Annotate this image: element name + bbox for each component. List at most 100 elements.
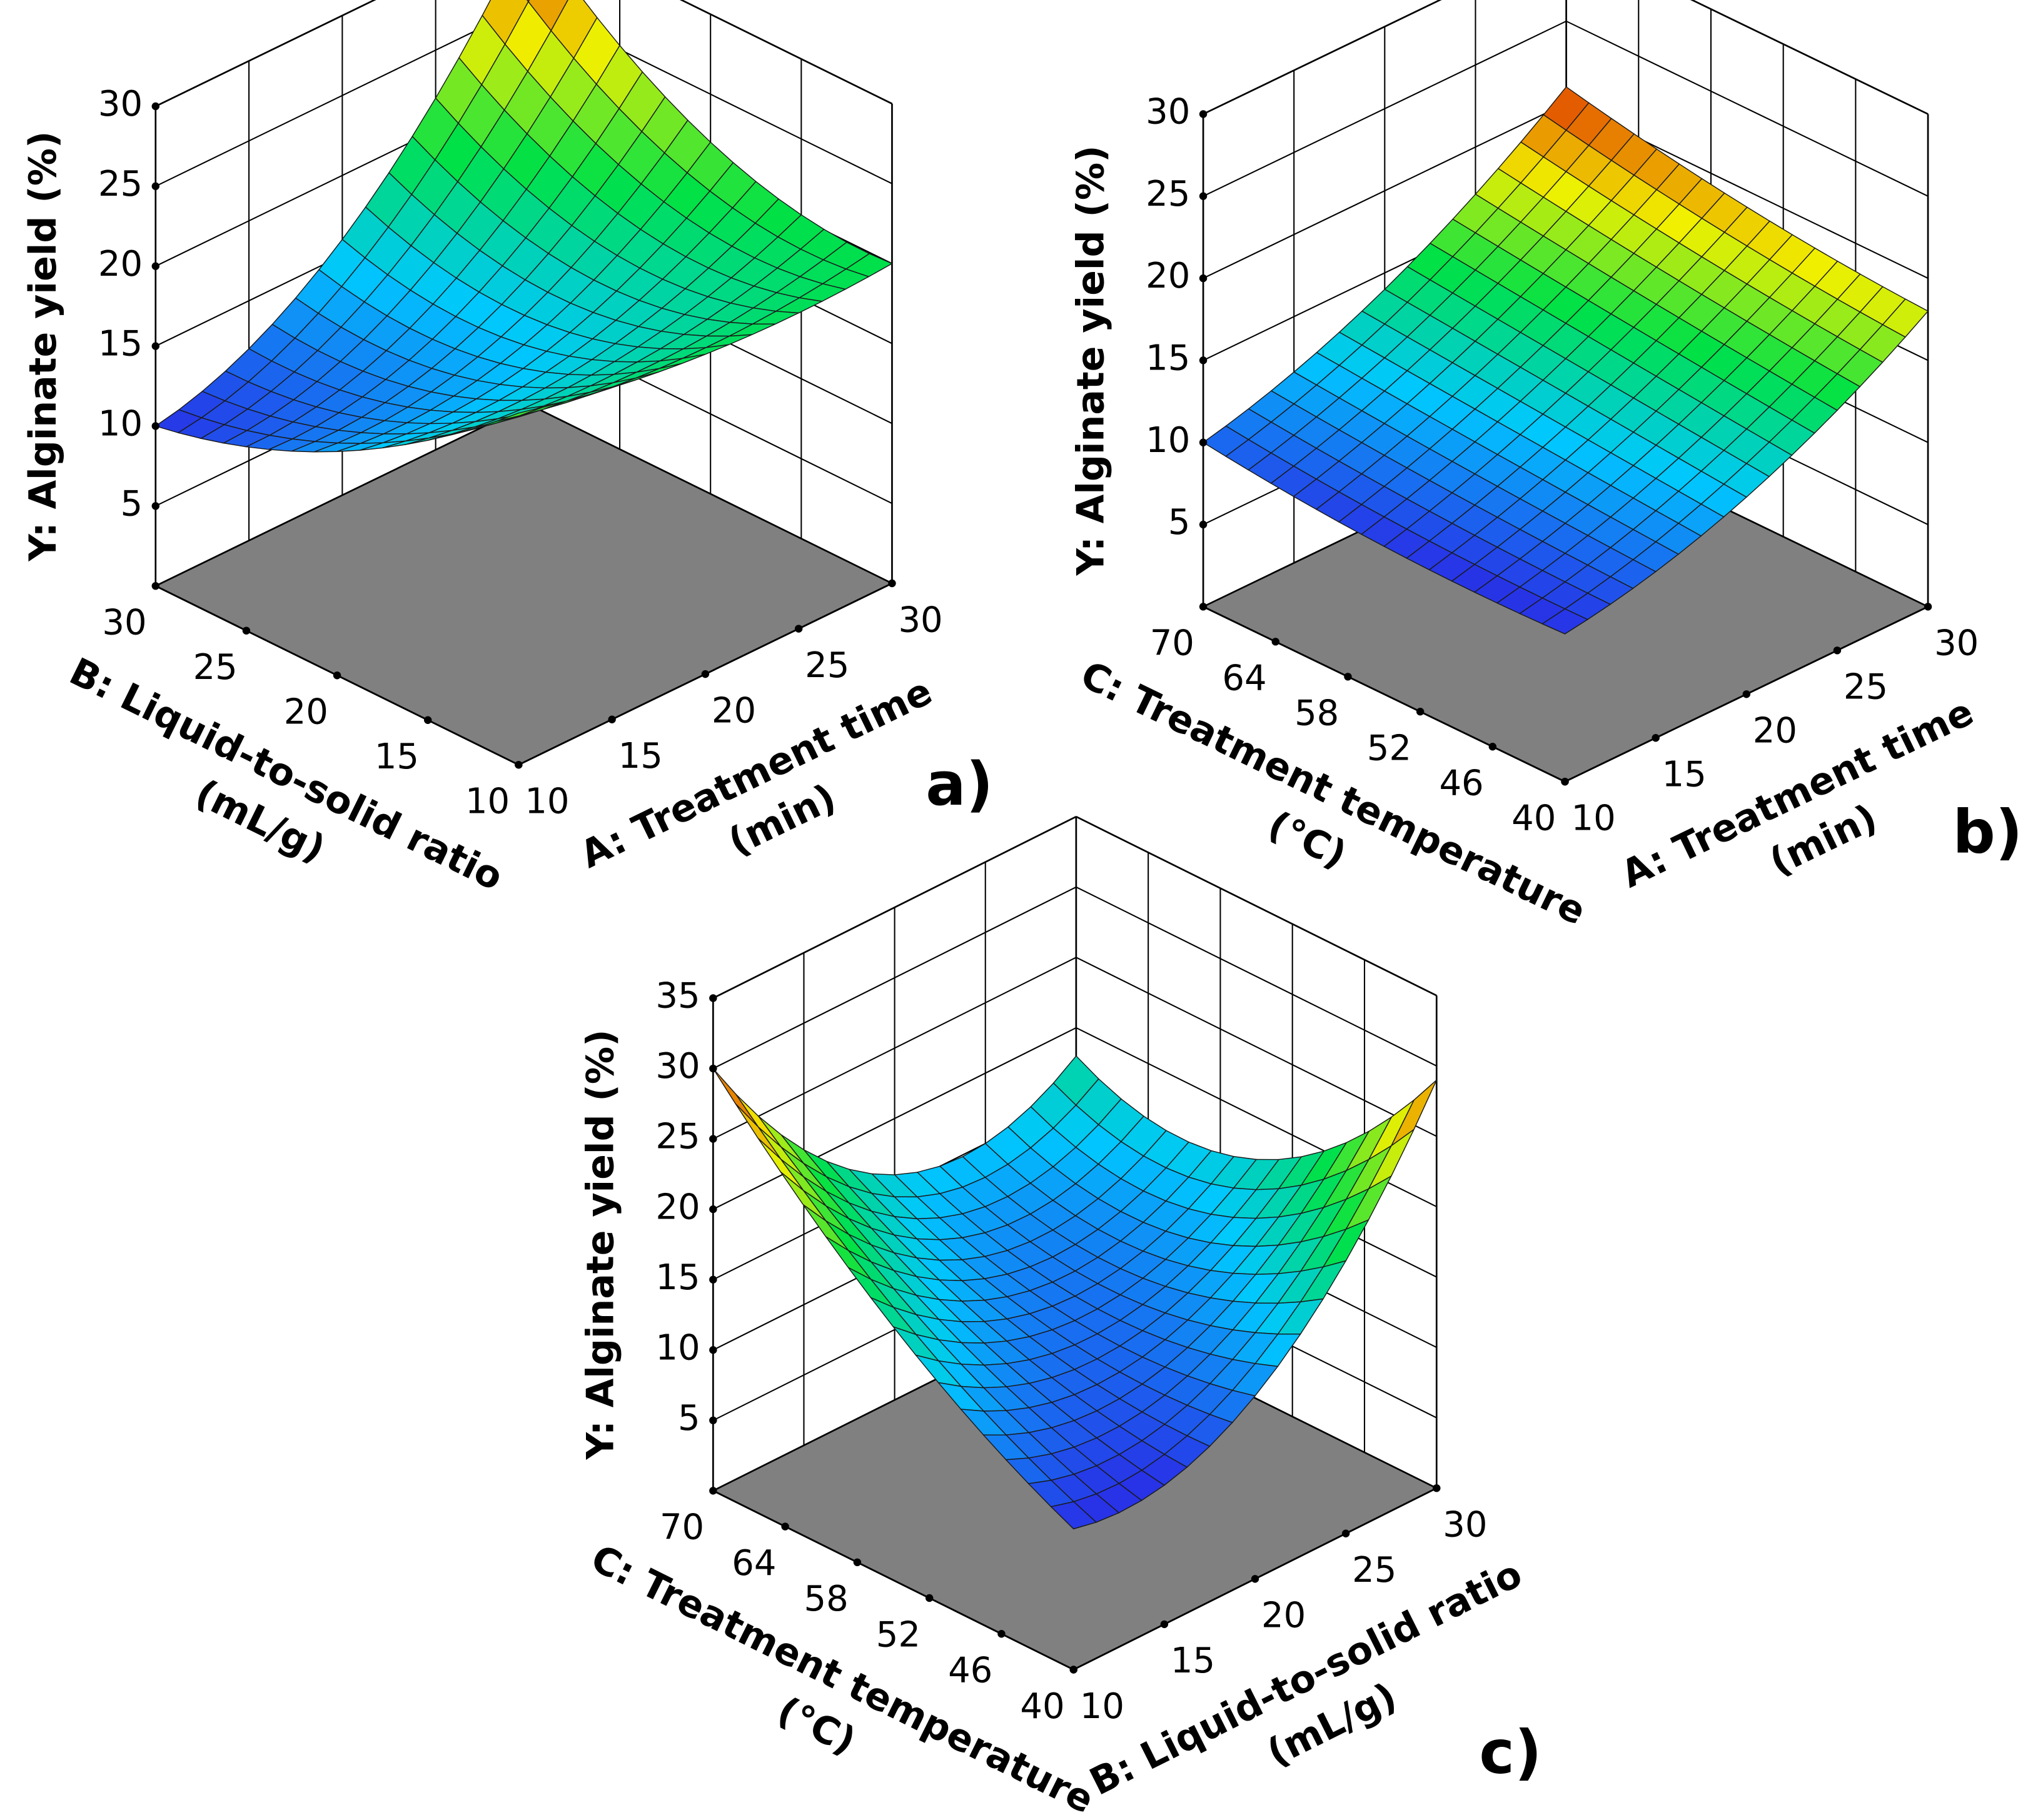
tick-mark: [925, 1594, 934, 1602]
grid-line: [1076, 886, 1437, 1067]
z-tick-label: 15: [1146, 338, 1190, 379]
z-tick-label: 30: [1146, 92, 1190, 133]
y-tick-label: 64: [1222, 658, 1266, 699]
x-tick-label: 10: [1571, 798, 1616, 839]
surface-cell: [1050, 1501, 1097, 1530]
box-edge: [679, 0, 893, 105]
surface-cell: [712, 1068, 759, 1128]
panel-label: b): [1953, 798, 2023, 867]
tick-mark: [1199, 603, 1208, 611]
surface-cell: [495, 407, 542, 422]
box-edge: [1076, 816, 1437, 997]
x-tick-label: 15: [618, 736, 663, 777]
y-tick-label: 52: [1367, 728, 1411, 769]
y-tick-label: 70: [660, 1507, 704, 1548]
z-tick-label: 10: [655, 1327, 700, 1368]
z-tick-label: 15: [98, 324, 143, 365]
z-axis-title: Y: Alginate yield (%): [1069, 145, 1112, 576]
z-tick-label: 10: [1146, 420, 1190, 461]
x-tick-label: 15: [1171, 1641, 1215, 1681]
y-tick-label: 40: [1020, 1686, 1064, 1727]
tick-mark: [1199, 520, 1208, 529]
box-edge: [712, 816, 1077, 999]
tick-mark: [1199, 356, 1208, 365]
tick-mark: [151, 102, 160, 111]
y-tick-label: 30: [102, 602, 146, 643]
grid-line: [1690, 0, 1929, 115]
z-tick-label: 5: [120, 483, 143, 524]
tick-mark: [709, 1205, 717, 1214]
tick-mark: [1433, 1484, 1441, 1492]
tick-mark: [1924, 603, 1932, 611]
z-tick-label: 20: [1146, 256, 1190, 296]
surface-cell: [1541, 608, 1589, 635]
x-tick-label: 25: [1352, 1550, 1396, 1591]
panel-label: a): [926, 750, 993, 819]
box-edge: [1690, 0, 1929, 115]
z-tick-label: 20: [98, 244, 143, 284]
z-tick-label: 10: [98, 404, 143, 445]
floor: [153, 403, 894, 766]
y-tick-label: 58: [1294, 693, 1339, 734]
z-tick-label: 30: [98, 84, 143, 124]
y-tick-label: 25: [193, 647, 238, 688]
tick-mark: [997, 1630, 1006, 1638]
x-tick-label: 20: [712, 690, 756, 731]
tick-mark: [1069, 1666, 1077, 1674]
tick-mark: [608, 715, 616, 723]
z-tick-label: 30: [655, 1046, 700, 1087]
tick-mark: [151, 422, 160, 430]
tick-mark: [1199, 192, 1208, 200]
z-tick-label: 5: [678, 1398, 700, 1439]
box-edge: [155, 0, 376, 108]
y-tick-label: 15: [375, 737, 419, 777]
y-tick-label: 46: [948, 1651, 992, 1691]
tick-mark: [709, 1346, 717, 1354]
z-tick-label: 5: [1168, 502, 1191, 543]
y-tick-label: 64: [732, 1543, 776, 1584]
tick-mark: [1652, 734, 1660, 742]
grid-line: [1076, 957, 1437, 1137]
tick-mark: [151, 262, 160, 270]
tick-mark: [1251, 1575, 1259, 1583]
tick-mark: [1271, 638, 1279, 646]
tick-mark: [888, 579, 896, 588]
tick-mark: [1199, 438, 1208, 446]
y-tick-label: 10: [465, 782, 510, 822]
z-tick-label: 25: [98, 164, 143, 204]
y-tick-label: 70: [1150, 623, 1194, 664]
x-tick-label: 20: [1753, 711, 1797, 752]
y-tick-label: 20: [284, 692, 328, 733]
tick-mark: [1416, 708, 1425, 716]
tick-mark: [1833, 646, 1842, 655]
tick-mark: [1488, 743, 1497, 751]
z-tick-label: 20: [655, 1187, 700, 1227]
y-tick-label: 58: [804, 1579, 849, 1619]
y-tick-label: 52: [876, 1614, 921, 1655]
tick-mark: [151, 342, 160, 350]
tick-mark: [794, 625, 803, 633]
tick-mark: [151, 581, 160, 590]
x-tick-label: 15: [1662, 755, 1707, 795]
tick-mark: [701, 670, 710, 678]
axis-line: [712, 1490, 1074, 1671]
panel-label: c): [1479, 1718, 1541, 1787]
tick-mark: [709, 1135, 717, 1143]
tick-mark: [709, 1064, 717, 1073]
x-tick-label: 30: [1934, 623, 1979, 664]
tick-mark: [781, 1522, 789, 1531]
tick-mark: [1561, 778, 1569, 786]
y-tick-label: 40: [1511, 798, 1556, 839]
tick-mark: [515, 761, 523, 769]
box-edge: [1203, 0, 1442, 115]
x-tick-label: 20: [1261, 1596, 1306, 1636]
x-tick-label: 30: [1443, 1505, 1487, 1546]
tick-mark: [1160, 1620, 1169, 1629]
tick-mark: [709, 994, 717, 1002]
x-tick-label: 30: [898, 600, 942, 640]
tick-mark: [709, 1487, 717, 1495]
